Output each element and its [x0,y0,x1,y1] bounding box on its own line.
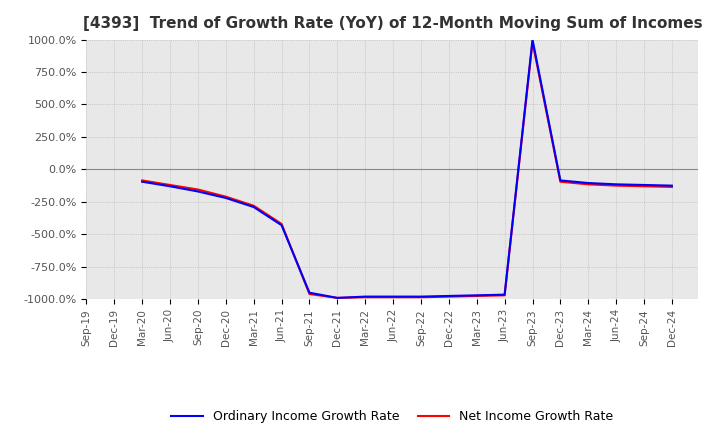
Net Income Growth Rate [639,183,648,189]
Net Income Growth Rate [277,221,286,227]
Ordinary Income Growth Rate [639,182,648,187]
Ordinary Income Growth Rate [166,183,174,189]
Ordinary Income Growth Rate [556,178,564,183]
Ordinary Income Growth Rate [194,189,202,194]
Net Income Growth Rate [667,184,676,190]
Legend: Ordinary Income Growth Rate, Net Income Growth Rate: Ordinary Income Growth Rate, Net Income … [166,405,618,428]
Net Income Growth Rate [556,179,564,184]
Ordinary Income Growth Rate [222,195,230,201]
Net Income Growth Rate [222,194,230,199]
Ordinary Income Growth Rate [333,295,342,301]
Ordinary Income Growth Rate [305,290,314,295]
Ordinary Income Growth Rate [500,292,509,297]
Ordinary Income Growth Rate [249,205,258,210]
Net Income Growth Rate [194,187,202,192]
Net Income Growth Rate [500,293,509,298]
Ordinary Income Growth Rate [389,294,397,299]
Net Income Growth Rate [612,183,621,188]
Net Income Growth Rate [305,291,314,297]
Ordinary Income Growth Rate [444,293,453,299]
Net Income Growth Rate [138,178,146,183]
Net Income Growth Rate [472,293,481,299]
Net Income Growth Rate [417,295,426,300]
Net Income Growth Rate [444,294,453,299]
Ordinary Income Growth Rate [528,37,537,42]
Net Income Growth Rate [361,295,369,300]
Net Income Growth Rate [166,182,174,187]
Ordinary Income Growth Rate [277,223,286,228]
Ordinary Income Growth Rate [417,294,426,299]
Ordinary Income Growth Rate [667,183,676,188]
Net Income Growth Rate [249,203,258,209]
Title: [4393]  Trend of Growth Rate (YoY) of 12-Month Moving Sum of Incomes: [4393] Trend of Growth Rate (YoY) of 12-… [83,16,702,32]
Ordinary Income Growth Rate [138,179,146,184]
Net Income Growth Rate [333,295,342,301]
Ordinary Income Growth Rate [612,182,621,187]
Net Income Growth Rate [389,295,397,300]
Line: Net Income Growth Rate: Net Income Growth Rate [142,42,672,298]
Ordinary Income Growth Rate [584,180,593,186]
Net Income Growth Rate [528,40,537,45]
Line: Ordinary Income Growth Rate: Ordinary Income Growth Rate [142,40,672,298]
Net Income Growth Rate [584,182,593,187]
Ordinary Income Growth Rate [472,293,481,298]
Ordinary Income Growth Rate [361,294,369,299]
